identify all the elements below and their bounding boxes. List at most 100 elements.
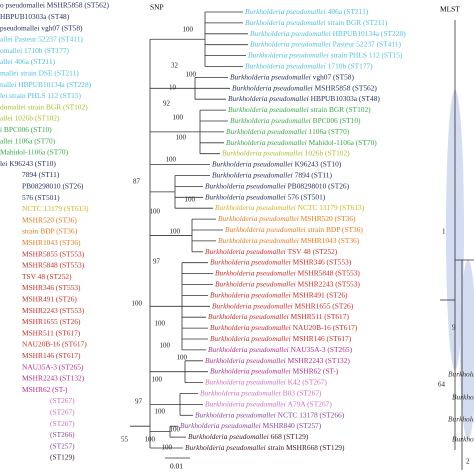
leaf-label: MSHR346 (ST553) (22, 283, 81, 292)
left-panel: o pseudomallei MSHR5858 (ST562) HBPUB1030… (0, 1, 110, 462)
strain: MSHR491 (ST26) (293, 290, 348, 299)
leaf-label: Burkholderia pseudomallei NAU20B-16 (ST61… (210, 323, 358, 332)
leaf-label: MSHR511 (ST617) (22, 328, 81, 337)
snp-title: SNP (150, 3, 164, 12)
leaf-label: Burkholderia pseudomallei 576 (ST501) (205, 192, 326, 201)
bootstrap-value: 100 (155, 320, 166, 328)
strain: 1710b (ST177) (328, 61, 373, 70)
leaf-label: Burkholderia pseudomallei MSHR146 (ST617) (210, 334, 352, 343)
genus: Burkholderia pseudomallei (215, 268, 296, 277)
leaf-label: Burkholderia pseudomallei vgh07 (ST58) (230, 72, 354, 81)
genus: Burkholderia pseudomallei (232, 83, 313, 92)
strain: NAU35A-3 (ST265) (291, 345, 353, 354)
leaf-label: MSHR2243 (ST553) (22, 306, 85, 315)
leaf-label: Burkholderia pseudomallei 1710b (ST177) (245, 61, 373, 70)
leaf-label: Burkholderia pseudomallei NCTC 13179 (ST6… (215, 203, 365, 212)
leaf-label: i BPC006 (ST10) (0, 125, 52, 134)
leaf-label: Burkholderia pseudomallei NAU35A-3 (ST265… (208, 345, 353, 354)
leaf-label: mallei strain DSE (ST211) (0, 69, 79, 78)
leaf-label: MSHR491 (ST26) (22, 295, 77, 304)
strain: MSHR2243 (ST132) (288, 356, 351, 365)
leaf-label: Burkholderia pseudomallei strain PHLS 112… (248, 50, 403, 59)
genus: Burkholderia pseudomallei (205, 377, 286, 386)
leaf-label: Burkholderia pseudomallei MSHR1655 (ST26) (212, 301, 354, 310)
leaf-label: domallei strain BGR (ST102) (0, 102, 88, 111)
strain: Pasteur 52237 (ST411) (333, 39, 402, 48)
leaf-label: Burkholderia pseudomallei MSHR511 (ST617) (208, 312, 349, 321)
bootstrap-value: 92 (163, 100, 171, 108)
strain: HBPUB10134a (ST228) (333, 29, 406, 38)
leaf-label: o pseudomallei MSHR5858 (ST562) (0, 1, 110, 10)
leaf-label: Burkholderia pseudomallei 7894 (ST11) (212, 170, 333, 179)
leaf-label: 7894 (ST11) (22, 170, 60, 179)
strain: 7894 (ST11) (295, 170, 333, 179)
leaf-label: Burkholderia pseudomallei TSV 48 (ST252) (205, 247, 338, 256)
bootstrap-value: 100 (183, 26, 194, 34)
leaf-label: Burkholderia pseudomallei Pasteur 52237 (… (250, 39, 401, 48)
leaf-label: Burkholderia pseudomallei MSHR5858 (ST562… (232, 83, 377, 92)
leaf-label: Burkholderia pseudomallei 668 (ST129) (188, 432, 309, 441)
bootstrap-value: 100 (176, 134, 187, 142)
leaf-label: Burkholderia pseudomallei K42 (ST267) (205, 377, 327, 386)
strain: HBPUB10303a (ST48) (311, 94, 381, 103)
leaf-label: allei Pasteur 52237 (ST411) (0, 35, 83, 44)
bootstrap-value: 100 (166, 156, 177, 164)
genus: Burkholderia pseudomallei (226, 127, 307, 136)
strain: 1026b (ST102) (305, 148, 350, 157)
strain: strain MSHR668 (ST129) (268, 443, 345, 452)
leaf-label: Mahidol-1106a (ST70) (0, 148, 69, 157)
genus: Burkholderia pseudomallei (208, 312, 289, 321)
bootstrap-value: 55 (121, 436, 129, 444)
strain: Mahidol-1106a (ST70) (309, 138, 378, 147)
leaf-label: strain BDP (ST36) (22, 227, 78, 236)
bootstrap-value: 100 (177, 354, 188, 362)
mlst-support: 1 (442, 228, 446, 236)
genus: Burkholderia pseudomallei (185, 443, 266, 452)
leaf-label: MSHR1655 (ST26) (22, 317, 81, 326)
genus: Burkholderia pseudomallei (245, 7, 326, 16)
leaf-label: Burkholderia pseudomallei strain BGR (ST1… (228, 105, 371, 114)
leaf-label: MSHR5848 (ST553) (22, 261, 85, 270)
strain: NCTC 13179 (ST613) (298, 203, 365, 212)
genus: Burkholderia pseudomallei (208, 345, 289, 354)
genus: Burkholderia pseudomallei (230, 116, 311, 125)
genus: Burkholderia pseudomallei (212, 159, 293, 168)
leaf-label: Burkholderia pseudomallei strain MSHR668 … (185, 443, 345, 452)
genus: Burkholderia pseudomallei (188, 432, 269, 441)
genus: Burkholderia pseudomallei (195, 410, 276, 419)
bootstrap-value: 100 (185, 196, 196, 204)
leaf-label: (ST266) (50, 430, 75, 439)
genus: Burkholderia pseudomallei (210, 257, 291, 266)
genus: Burkholderia pseudomallei (228, 105, 309, 114)
mlst-leaf: Burkholderia (452, 393, 474, 402)
genus: Burkholderia pseudomallei (222, 148, 303, 157)
snp-tree: Burkholderia pseudomallei 406a (ST211)Bur… (121, 7, 406, 452)
genus: Burkholderia pseudomallei (205, 399, 286, 408)
strain: MSHR1655 (ST26) (295, 301, 354, 310)
leaf-label: Burkholderia pseudomallei MSHR346 (ST553) (210, 257, 352, 266)
bootstrap-value: 100 (152, 376, 163, 384)
genus: Burkholderia pseudomallei (205, 356, 286, 365)
strain: MSHR346 (ST553) (293, 257, 352, 266)
leaf-label: Burkholderia pseudomallei strain BGR (ST2… (245, 18, 388, 27)
genus: Burkholderia pseudomallei (200, 388, 281, 397)
bootstrap-value: 100 (145, 436, 156, 444)
mlst-leaf: Burkholderia (448, 370, 474, 379)
bootstrap-value: 97 (153, 258, 161, 266)
strain: MSHR840 (ST257) (263, 421, 322, 430)
leaf-label: Burkholderia pseudomallei MSHR2243 (ST132… (205, 356, 350, 365)
mlst-leaf: Burkholderia (452, 435, 474, 444)
leaf-label: lei K96243 (ST10) (0, 159, 56, 168)
genus: Burkholderia pseudomallei (230, 72, 311, 81)
genus: Burkholderia pseudomallei (210, 334, 291, 343)
leaf-label: (ST257) (50, 441, 75, 450)
leaf-label: Burkholderia pseudomallei MSHR2243 (ST553… (215, 279, 360, 288)
bootstrap-value: 100 (186, 71, 197, 79)
genus: Burkholderia pseudomallei (212, 170, 293, 179)
genus: Burkholderia pseudomallei (250, 39, 331, 48)
leaf-label: Burkholderia pseudomallei BPC006 (ST10) (230, 116, 361, 125)
strain: strain PHLS 112 (ST15) (331, 50, 403, 59)
leaf-label: Burkholderia pseudomallei B03 (ST267) (200, 388, 322, 397)
